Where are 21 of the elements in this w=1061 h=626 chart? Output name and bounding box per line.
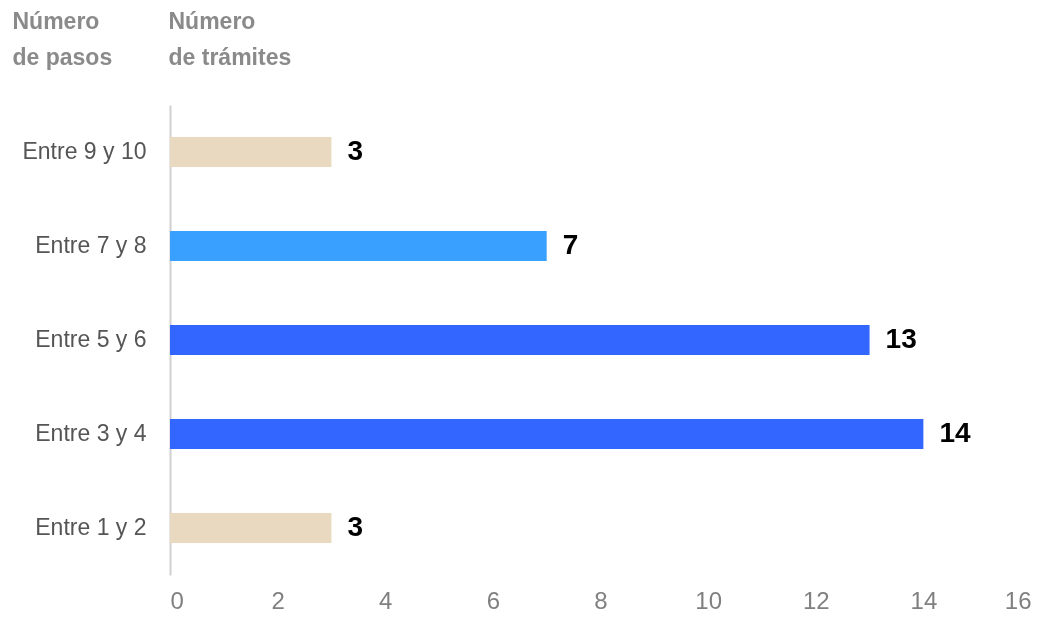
data-label: 3 — [347, 135, 364, 166]
x-tick-label: 4 — [379, 586, 393, 614]
data-label: 13 — [885, 323, 917, 354]
y-axis-title: Número de pasos — [12, 7, 113, 70]
data-label: 3 — [347, 511, 364, 542]
x-tick-label: 0 — [170, 586, 184, 614]
x-axis-title: Número de trámites — [168, 7, 292, 70]
x-tick-label: 10 — [695, 586, 722, 614]
data-label: 7 — [562, 229, 579, 260]
y-tick-label: Entre 5 y 6 — [35, 326, 147, 352]
x-tick-label: 2 — [271, 586, 285, 614]
data-label: 14 — [939, 417, 971, 448]
x-tick-label: 12 — [802, 586, 830, 614]
y-tick-label: Entre 9 y 10 — [22, 138, 147, 164]
x-tick-label: 14 — [910, 586, 938, 614]
x-tick-label: 16 — [1004, 586, 1032, 614]
x-tick-label: 6 — [486, 586, 501, 614]
x-tick-label: 8 — [594, 586, 608, 614]
y-tick-label: Entre 7 y 8 — [35, 232, 147, 258]
y-tick-label: Entre 3 y 4 — [35, 420, 147, 446]
y-tick-label: Entre 1 y 2 — [35, 514, 147, 540]
